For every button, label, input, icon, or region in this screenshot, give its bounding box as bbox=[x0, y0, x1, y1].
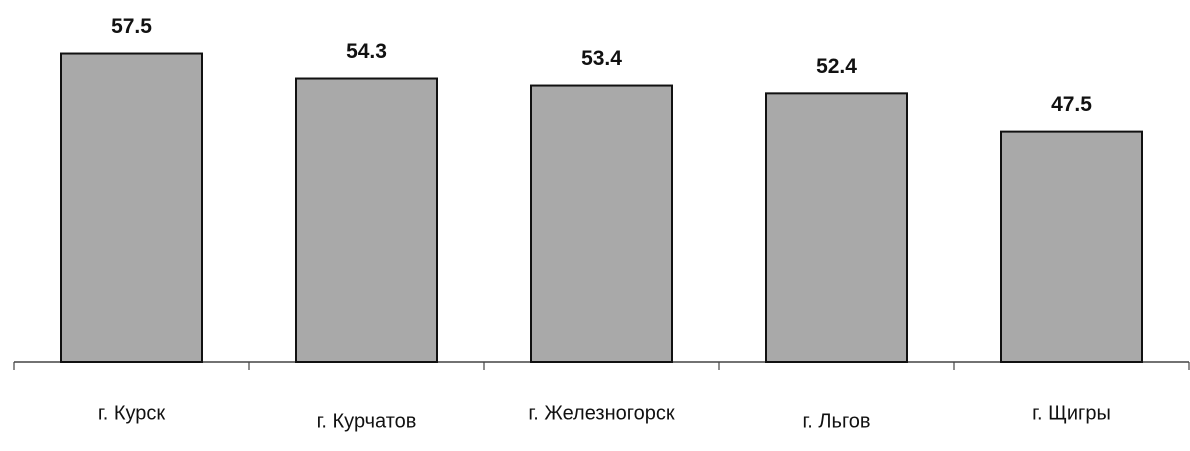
bar bbox=[1000, 130, 1143, 363]
x-tick-label: г. Железногорск bbox=[528, 402, 674, 424]
value-label: 52.4 bbox=[816, 55, 857, 78]
x-tick-label: г. Щигры bbox=[1032, 402, 1111, 424]
bar bbox=[60, 52, 203, 364]
bar bbox=[765, 92, 908, 363]
x-tick-label: г. Курск bbox=[98, 402, 166, 424]
value-label: 57.5 bbox=[111, 15, 152, 38]
value-label: 54.3 bbox=[346, 40, 387, 63]
value-label: 53.4 bbox=[581, 47, 622, 70]
bar bbox=[295, 77, 438, 363]
bar bbox=[530, 84, 673, 364]
x-tick-label: г. Льгов bbox=[802, 410, 870, 432]
value-label: 47.5 bbox=[1051, 93, 1092, 116]
x-tick-label: г. Курчатов bbox=[317, 410, 417, 432]
